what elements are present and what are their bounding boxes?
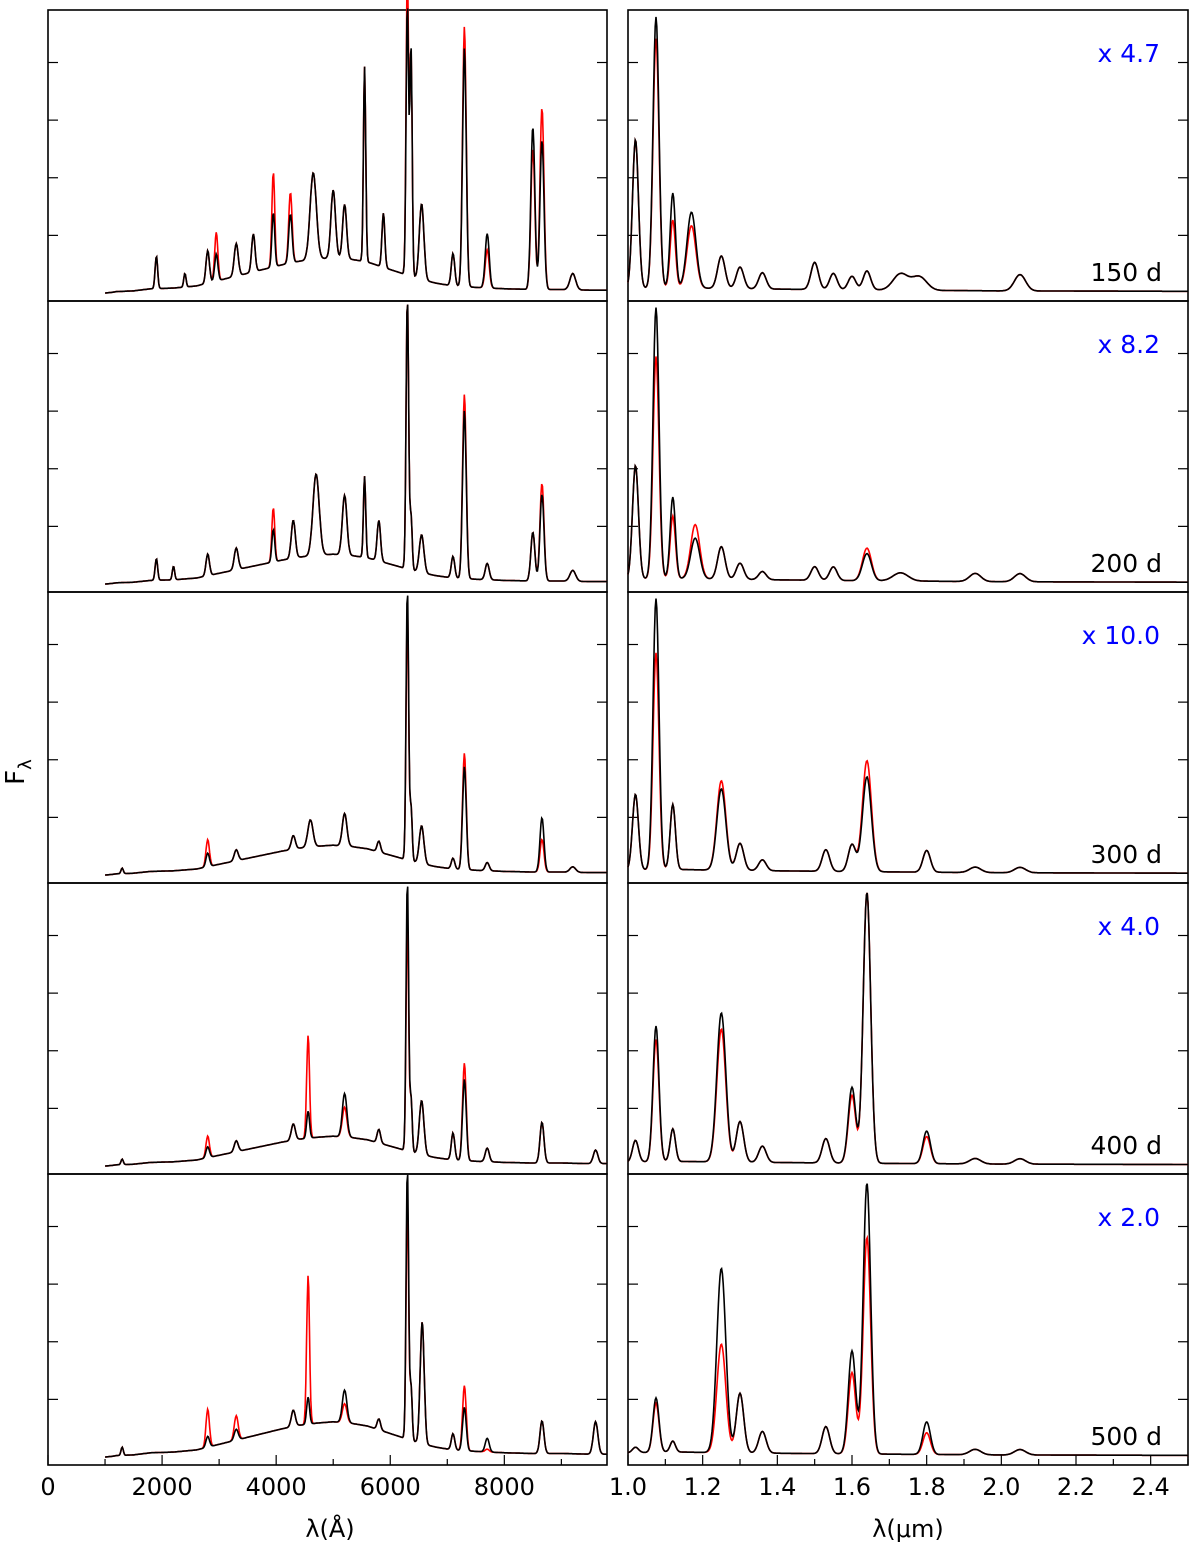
- epoch-label: 150 d: [1090, 258, 1162, 287]
- optical-series-red: [105, 616, 607, 876]
- nir-panel-frame: [627, 1173, 1189, 1466]
- nir-series-black: [627, 307, 1188, 583]
- nir-series-black: [627, 598, 1188, 874]
- nir-series-black: [627, 16, 1188, 293]
- nir-series-red: [627, 38, 1188, 293]
- epoch-label: 200 d: [1090, 549, 1162, 578]
- epoch-row: x 10.0 300 d: [47, 591, 1189, 884]
- x-tick-label: 1.4: [758, 1473, 796, 1501]
- x-tick-label: 1.2: [684, 1473, 722, 1501]
- x-tick-label: 1.0: [609, 1473, 647, 1501]
- optical-series-black: [105, 1174, 607, 1458]
- panels-group: x 4.7 150 d x 8.2 200 d x 10.0 300 d x 4.0 400 …: [40, 0, 1189, 1501]
- optical-series-black: [105, 595, 607, 876]
- optical-panel-frame: [47, 300, 608, 593]
- x-tick-label: 2.0: [982, 1473, 1020, 1501]
- nir-series-black: [627, 1183, 1188, 1457]
- x-tick-label: 6000: [360, 1473, 421, 1501]
- scale-factor-label: x 2.0: [1098, 1203, 1161, 1232]
- x-tick-label: 8000: [474, 1473, 535, 1501]
- y-axis-label: Fλ: [1, 759, 36, 785]
- optical-series-black: [105, 886, 607, 1167]
- x-tick-label: 1.6: [833, 1473, 871, 1501]
- epoch-label: 500 d: [1090, 1422, 1162, 1451]
- epoch-label: 400 d: [1090, 1131, 1162, 1160]
- optical-series-black: [105, 304, 607, 585]
- optical-panel-frame: [47, 591, 608, 884]
- optical-series-black: [105, 8, 607, 294]
- nir-series-black: [627, 892, 1188, 1166]
- x-tick-label: 4000: [246, 1473, 307, 1501]
- x-axis-label-nir: λ(μm): [872, 1515, 944, 1543]
- x-tick-label: 2.4: [1132, 1473, 1170, 1501]
- scale-factor-label: x 10.0: [1082, 621, 1160, 650]
- epoch-row: x 2.0 500 d: [47, 1173, 1189, 1466]
- scale-factor-label: x 4.7: [1098, 39, 1161, 68]
- x-axis-label-optical: λ(Å): [305, 1514, 354, 1543]
- x-tick-label: 0: [40, 1473, 55, 1501]
- optical-series-red: [105, 1206, 607, 1458]
- optical-panel-frame: [47, 882, 608, 1175]
- optical-series-red: [105, 923, 607, 1167]
- optical-panel-frame: [47, 1173, 608, 1466]
- epoch-row: x 8.2 200 d: [47, 300, 1189, 593]
- optical-panel-frame: [47, 9, 608, 302]
- epoch-label: 300 d: [1090, 840, 1162, 869]
- x-tick-label: 2.2: [1057, 1473, 1095, 1501]
- labels-group: Fλ λ(Å) λ(μm): [1, 759, 944, 1543]
- x-tick-label: 2000: [132, 1473, 193, 1501]
- epoch-row: x 4.7 150 d: [47, 0, 1189, 302]
- epoch-row: x 4.0 400 d: [47, 882, 1189, 1175]
- scale-factor-label: x 8.2: [1098, 330, 1161, 359]
- scale-factor-label: x 4.0: [1098, 912, 1161, 941]
- x-tick-label: 1.8: [908, 1473, 946, 1501]
